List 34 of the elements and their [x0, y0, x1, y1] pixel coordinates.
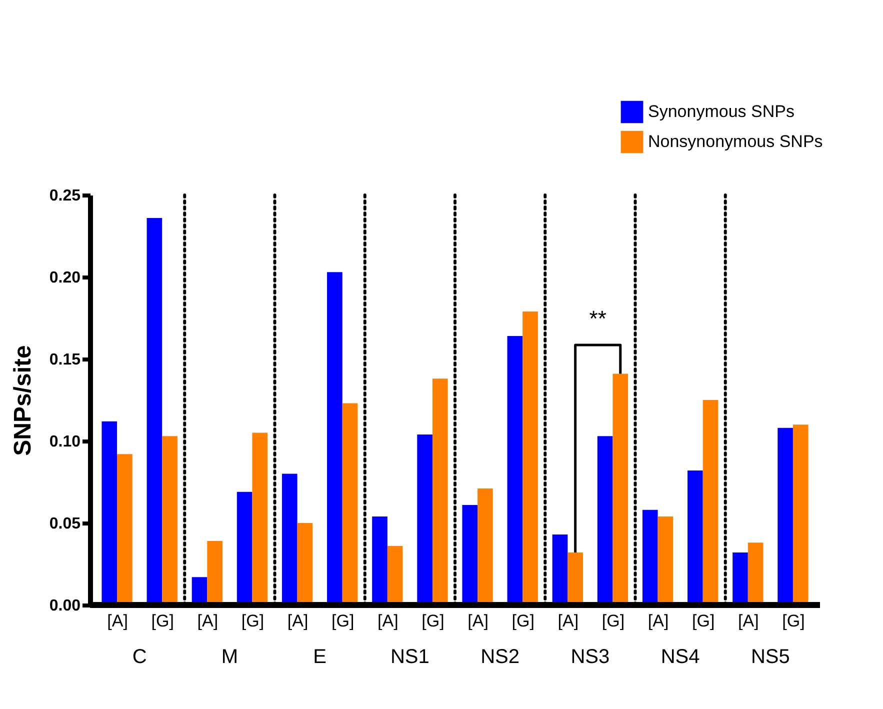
text: C: [132, 646, 147, 668]
x-tick-label: [G]: [782, 612, 805, 630]
x-tick-label: [G]: [602, 612, 625, 630]
y-tick-label: 0.10: [49, 434, 81, 450]
y-tick-label: 0.20: [49, 270, 81, 286]
text: NS3: [570, 646, 610, 668]
x-tick-label: [G]: [692, 612, 715, 630]
x-tick-label: [A]: [738, 612, 759, 630]
annotation: **: [589, 306, 607, 332]
x-tick-label: [G]: [422, 612, 444, 630]
text: E: [313, 646, 326, 668]
x-tick-label: [A]: [648, 612, 669, 630]
x-tick-label: [A]: [287, 612, 308, 630]
x-tick-label: [A]: [468, 612, 488, 630]
x-tick-label: [G]: [512, 612, 534, 630]
x-tick-label: [A]: [378, 612, 398, 630]
y-tick-label: 0.00: [49, 598, 81, 614]
text: NS5: [750, 646, 790, 668]
y-axis-title: SNPs/site: [9, 345, 36, 456]
text: M: [221, 646, 238, 668]
legend-label: Nonsynonymous SNPs: [648, 132, 823, 151]
x-tick-label: [G]: [151, 612, 174, 630]
y-tick-label: 0.25: [49, 188, 81, 204]
x-tick-label: [A]: [558, 612, 579, 630]
legend-label: Synonymous SNPs: [648, 102, 794, 121]
x-tick-label: [A]: [107, 612, 128, 630]
x-tick-label: [A]: [197, 612, 218, 630]
y-tick-label: 0.15: [49, 352, 81, 368]
text: NS1: [390, 646, 430, 668]
x-tick-label: [G]: [241, 612, 264, 630]
x-tick-label: [G]: [332, 612, 354, 630]
text: NS4: [660, 646, 700, 668]
text: NS2: [480, 646, 520, 668]
y-tick-label: 0.05: [49, 516, 81, 532]
